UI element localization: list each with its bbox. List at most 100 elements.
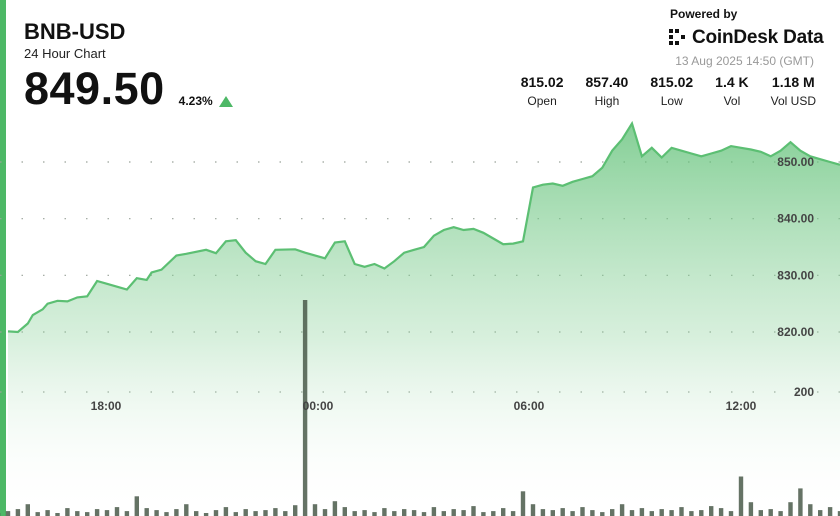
stat-vol-usd: 1.18 M Vol USD	[771, 74, 816, 109]
volume-bar	[550, 510, 555, 516]
volume-bar	[768, 509, 773, 516]
volume-bar	[283, 511, 288, 516]
volume-bar	[372, 512, 377, 516]
current-price: 849.50	[24, 63, 165, 114]
x-tick-label: 18:00	[91, 399, 122, 413]
stat-value: 857.40	[585, 74, 629, 90]
x-tick-label: 12:00	[726, 399, 757, 413]
volume-bar	[352, 511, 357, 516]
volume-bar	[322, 509, 328, 516]
price-row: 849.50 4.23%	[24, 64, 233, 114]
volume-bar	[411, 510, 417, 516]
volume-bar	[748, 502, 754, 516]
volume-bar	[5, 511, 11, 516]
volume-bar	[491, 511, 496, 516]
brand-name: CoinDesk Data	[692, 27, 824, 48]
volume-bar	[619, 504, 625, 516]
header: BNB-USD 24 Hour Chart	[24, 20, 125, 62]
volume-bar	[223, 507, 229, 516]
stats-panel: 815.02 Open 857.40 High 815.02 Low 1.4 K…	[521, 74, 816, 109]
x-tick-label: 00:00	[303, 399, 334, 413]
volume-bar	[788, 502, 793, 516]
volume-bar	[718, 508, 724, 516]
volume-bar	[154, 510, 159, 516]
stat-label: Vol	[723, 94, 741, 108]
y-axis-ticks: 850.00 840.00 830.00 820.00 200	[777, 155, 814, 399]
stat-open: 815.02 Open	[521, 74, 564, 109]
stat-value: 815.02	[520, 74, 564, 90]
volume-bar	[837, 511, 840, 516]
volume-bar	[501, 508, 506, 516]
volume-bar	[610, 509, 615, 516]
volume-bar	[104, 510, 110, 516]
volume-bar	[728, 511, 734, 516]
up-arrow-icon	[218, 96, 233, 107]
volume-bar	[659, 509, 664, 516]
volume-bar	[85, 512, 90, 516]
volume-bar	[253, 511, 258, 516]
stat-label: Open	[527, 94, 557, 108]
volume-bar	[164, 512, 169, 516]
volume-bar	[174, 509, 179, 516]
volume-bar	[649, 511, 654, 516]
volume-bar	[570, 511, 575, 516]
volume-bar	[510, 511, 516, 516]
volume-bar	[520, 491, 526, 516]
volume-bar	[65, 508, 70, 516]
volume-bar	[629, 510, 635, 516]
volume-bar	[590, 510, 595, 516]
volume-bars	[0, 300, 840, 516]
stat-low: 815.02 Low	[650, 74, 693, 109]
volume-bar	[45, 510, 50, 516]
volume-bar	[35, 512, 40, 516]
volume-bar	[15, 509, 21, 516]
volume-bar	[144, 508, 149, 516]
y-tick-label: 840.00	[777, 212, 814, 226]
brand-logo[interactable]: CoinDesk Data	[668, 27, 824, 49]
volume-bar	[213, 510, 219, 516]
volume-bar	[382, 508, 387, 516]
volume-bar	[392, 511, 397, 516]
volume-bar	[600, 512, 605, 516]
y-tick-label: 820.00	[777, 325, 814, 339]
volume-bar	[738, 476, 744, 516]
symbol-title: BNB-USD	[24, 19, 126, 44]
volume-tick-label: 200	[794, 385, 814, 399]
volume-bar	[302, 300, 308, 516]
volume-bar	[421, 512, 427, 516]
price-change: 4.23%	[178, 94, 213, 108]
volume-bar	[25, 504, 30, 516]
price-line	[7, 120, 840, 334]
stat-label: Low	[660, 94, 683, 108]
volume-bar	[798, 488, 803, 516]
volume-bar	[342, 507, 347, 516]
volume-bar	[332, 501, 338, 516]
volume-bar	[184, 504, 189, 516]
volume-bar	[203, 513, 209, 516]
volume-bar	[679, 507, 684, 516]
volume-bar	[560, 508, 565, 516]
volume-bar	[808, 504, 813, 516]
volume-bar	[639, 508, 645, 516]
volume-bar	[402, 509, 407, 516]
timestamp: 13 Aug 2025 14:50 (GMT)	[675, 54, 814, 68]
volume-bar	[441, 511, 446, 516]
stat-value: 815.02	[650, 74, 694, 90]
stat-high: 857.40 High	[586, 74, 629, 109]
x-tick-label: 06:00	[514, 399, 545, 413]
stat-value: 1.4 K	[715, 74, 749, 90]
volume-bar	[689, 511, 694, 516]
volume-bar	[312, 504, 318, 516]
price-area	[8, 123, 840, 516]
volume-bar	[471, 506, 476, 516]
volume-bar	[530, 504, 536, 516]
volume-bar	[293, 505, 298, 516]
y-tick-label: 850.00	[777, 155, 814, 169]
volume-bar	[481, 512, 486, 516]
volume-bar	[243, 509, 248, 516]
volume-bar	[709, 506, 714, 516]
volume-bar	[134, 496, 139, 516]
stat-label: Vol USD	[770, 94, 816, 108]
volume-bar	[451, 509, 456, 516]
